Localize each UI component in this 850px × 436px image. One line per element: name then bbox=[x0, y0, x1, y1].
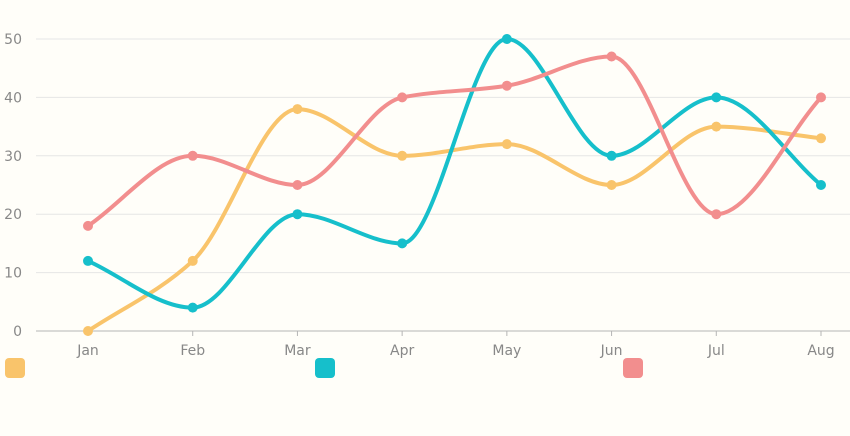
x-tick-label-may: May bbox=[492, 343, 521, 359]
y-tick-label-10: 10 bbox=[4, 266, 22, 282]
series-2-point-mar bbox=[292, 209, 303, 220]
series-2-point-aug bbox=[816, 180, 826, 190]
series-1-point-feb bbox=[187, 255, 198, 266]
series-3-point-aug bbox=[816, 92, 826, 103]
x-tick-label-aug: Aug bbox=[807, 343, 834, 359]
legend bbox=[0, 358, 850, 380]
x-tick-label-mar: Mar bbox=[284, 343, 311, 359]
y-tick-label-0: 0 bbox=[13, 324, 22, 340]
legend-swatch-series-3[interactable] bbox=[623, 358, 643, 378]
series-2-line bbox=[86, 37, 823, 310]
x-tick-label-jul: Jul bbox=[707, 343, 725, 359]
y-tick-label-20: 20 bbox=[4, 207, 22, 223]
series-2-point-apr bbox=[397, 238, 408, 249]
series-2-point-jun bbox=[606, 150, 617, 161]
y-tick-label-30: 30 bbox=[4, 149, 22, 165]
series-1-point-jun bbox=[606, 180, 617, 190]
series-2-point-jan bbox=[83, 255, 93, 266]
series-1-point-apr bbox=[397, 150, 408, 161]
legend-swatch-series-2[interactable] bbox=[315, 358, 335, 378]
y-tick-label-50: 50 bbox=[4, 32, 22, 48]
x-tick-label-feb: Feb bbox=[180, 343, 205, 359]
x-axis-ticks: Jan Feb Mar Apr May Jun Jul Aug bbox=[76, 331, 835, 359]
series-1-point-mar bbox=[292, 104, 303, 115]
series-3-point-feb bbox=[187, 150, 198, 161]
series-2-point-jul bbox=[711, 92, 722, 103]
series-3-point-jun bbox=[606, 51, 617, 62]
series-lines bbox=[86, 37, 823, 333]
legend-swatch-series-1[interactable] bbox=[5, 358, 25, 378]
series-3-point-jul bbox=[711, 209, 722, 220]
series-1-point-may bbox=[501, 139, 512, 150]
x-tick-label-apr: Apr bbox=[390, 343, 414, 359]
series-1-line bbox=[86, 107, 823, 333]
series-3-point-apr bbox=[397, 92, 408, 103]
series-1-point-aug bbox=[816, 133, 826, 144]
series-3-point-may bbox=[501, 80, 512, 91]
grid-lines bbox=[36, 38, 850, 332]
series-3-point-mar bbox=[292, 180, 303, 190]
series-2-point-feb bbox=[187, 302, 198, 313]
series-1-point-jul bbox=[711, 121, 722, 132]
x-tick-label-jan: Jan bbox=[76, 343, 99, 359]
y-axis-ticks: 0 10 20 30 40 50 bbox=[4, 32, 22, 340]
data-points bbox=[83, 34, 826, 336]
y-tick-label-40: 40 bbox=[4, 90, 22, 106]
x-tick-label-jun: Jun bbox=[600, 343, 623, 359]
series-1-point-jan bbox=[83, 326, 93, 336]
series-3-point-jan bbox=[83, 220, 93, 231]
series-2-point-may bbox=[501, 34, 512, 44]
